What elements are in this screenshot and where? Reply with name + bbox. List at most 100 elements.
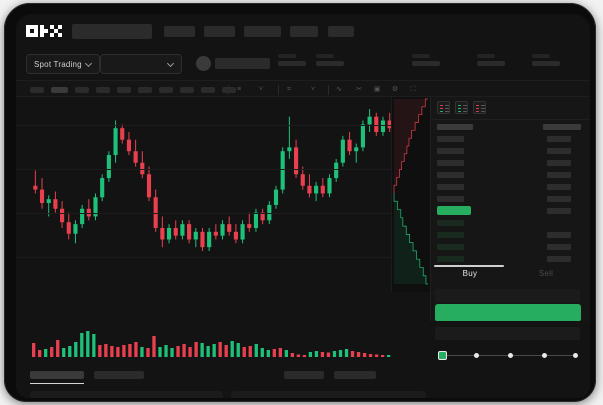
sidebar-item-nav-4[interactable]	[290, 26, 318, 37]
market-subheader: Spot Trading	[16, 50, 590, 80]
orderbook-layout-both-icon[interactable]	[437, 101, 450, 114]
chevron-down-icon[interactable]: ˅	[258, 86, 264, 93]
tf-button-3[interactable]	[75, 87, 89, 93]
orderbook-layout-toggles	[437, 101, 486, 114]
sidebar-item-nav-1[interactable]	[164, 26, 195, 37]
okx-logo[interactable]	[26, 25, 64, 39]
orderbook-ask-size[interactable]	[547, 184, 571, 190]
depth-series	[393, 98, 428, 285]
pair-select[interactable]	[100, 54, 182, 74]
tab-sell[interactable]: Sell	[538, 269, 554, 278]
tf-button-7[interactable]	[159, 87, 173, 93]
tf-button-2[interactable]	[51, 87, 68, 93]
magnet-icon[interactable]: ✂	[356, 86, 362, 93]
orderbook-ask-size[interactable]	[547, 160, 571, 166]
indicator-icon[interactable]: ≡	[236, 86, 242, 93]
stat-volume-24h	[532, 54, 560, 66]
toolbar-divider	[328, 85, 329, 95]
stat-label	[278, 54, 296, 58]
volume-series	[32, 331, 391, 357]
total-input[interactable]	[435, 327, 580, 340]
submit-buy-button[interactable]	[435, 304, 581, 321]
orderbook-ask-size[interactable]	[547, 196, 571, 202]
orderbook-header-size[interactable]	[543, 124, 581, 130]
camera-icon[interactable]: ▣	[373, 86, 381, 93]
chevron-down-icon-2[interactable]: ˅	[310, 86, 316, 93]
orderbook-ask-row[interactable]	[437, 136, 464, 142]
stat-label	[477, 54, 495, 58]
stat-high-24h	[412, 54, 440, 66]
stat-value	[316, 61, 344, 66]
orderbook-bid-size[interactable]	[547, 244, 571, 250]
tab-right-1[interactable]	[284, 371, 324, 379]
market-type-label: Spot Trading	[34, 59, 82, 69]
panel-assets[interactable]	[30, 391, 223, 398]
coin-avatar	[196, 56, 211, 71]
tf-button-6[interactable]	[138, 87, 152, 93]
sidebar-item-nav-5[interactable]	[328, 26, 354, 37]
orderbook-bid-row[interactable]	[437, 256, 464, 262]
trendline-icon[interactable]: ∿	[336, 86, 342, 93]
orderbook-ask-row[interactable]	[437, 196, 464, 202]
depth-chart	[391, 97, 430, 292]
toolbar-divider	[278, 85, 279, 95]
chevron-down-icon	[168, 61, 174, 67]
orderbook-ask-row[interactable]	[437, 148, 464, 154]
chart-gridline	[16, 169, 430, 170]
orderbook-bid-row[interactable]	[437, 232, 464, 238]
tf-button-9[interactable]	[201, 87, 215, 93]
orderbook-ask-row[interactable]	[437, 160, 464, 166]
tf-button-4[interactable]	[96, 87, 110, 93]
orderbook-ask-row[interactable]	[437, 184, 464, 190]
orderbook-header-price[interactable]	[437, 124, 473, 130]
chart-toolbar: ≡ ˅ ⌗ ˅ ∿ ✂ ▣ ⚙ ⛶	[16, 80, 590, 97]
stat-value	[278, 61, 306, 66]
tf-button-5[interactable]	[117, 87, 131, 93]
market-type-dropdown[interactable]: Spot Trading	[26, 54, 100, 74]
percent-slider[interactable]	[438, 351, 578, 360]
tab-open-orders[interactable]	[30, 371, 84, 379]
orderbook-ask-row[interactable]	[437, 172, 464, 178]
device-bezel: Spot Trading	[4, 3, 596, 402]
price-input[interactable]	[435, 289, 580, 302]
fullscreen-icon[interactable]: ⛶	[410, 86, 416, 93]
tab-active-indicator	[434, 265, 504, 267]
tf-button-10[interactable]	[222, 87, 236, 93]
orderbook-mid-price[interactable]	[437, 206, 471, 215]
slider-node-75[interactable]	[542, 352, 547, 358]
sidebar-item-nav-3[interactable]	[244, 26, 281, 37]
chart-type-icon[interactable]: ⌗	[287, 86, 291, 93]
slider-node-100[interactable]	[573, 352, 578, 358]
orderbook-ask-size[interactable]	[547, 208, 571, 214]
bottom-tabs	[16, 367, 430, 387]
orderbook-layout-asks-icon[interactable]	[473, 101, 486, 114]
orderbook-bid-size[interactable]	[547, 256, 571, 262]
bottom-panels	[16, 387, 430, 398]
price-chart[interactable]	[16, 97, 430, 321]
tf-button-1[interactable]	[30, 87, 44, 93]
orderbook-layout-bids-icon[interactable]	[455, 101, 468, 114]
toolbar-divider	[228, 85, 229, 95]
orderbook-bid-row[interactable]	[437, 220, 464, 226]
slider-handle[interactable]	[438, 351, 447, 360]
app-screen: Spot Trading	[16, 14, 590, 398]
orderbook-ask-size[interactable]	[547, 148, 571, 154]
orderbook-ask-size[interactable]	[547, 172, 571, 178]
sidebar-item-nav-2[interactable]	[204, 26, 235, 37]
slider-node-25[interactable]	[474, 352, 479, 358]
tf-button-8[interactable]	[180, 87, 194, 93]
trading-body: Buy Sell	[16, 97, 590, 360]
orderbook-bid-size[interactable]	[547, 232, 571, 238]
settings-icon[interactable]: ⚙	[391, 86, 399, 93]
tab-right-2[interactable]	[334, 371, 376, 379]
orderbook-ask-size[interactable]	[547, 136, 571, 142]
panel-positions[interactable]	[231, 391, 426, 398]
stat-change-24h	[316, 54, 344, 66]
tab-buy[interactable]: Buy	[462, 269, 478, 278]
slider-node-50[interactable]	[508, 352, 513, 358]
orderbook-bid-row[interactable]	[437, 244, 464, 250]
search-input[interactable]	[72, 24, 152, 39]
tab-order-history[interactable]	[94, 371, 144, 379]
stat-label	[412, 54, 430, 58]
